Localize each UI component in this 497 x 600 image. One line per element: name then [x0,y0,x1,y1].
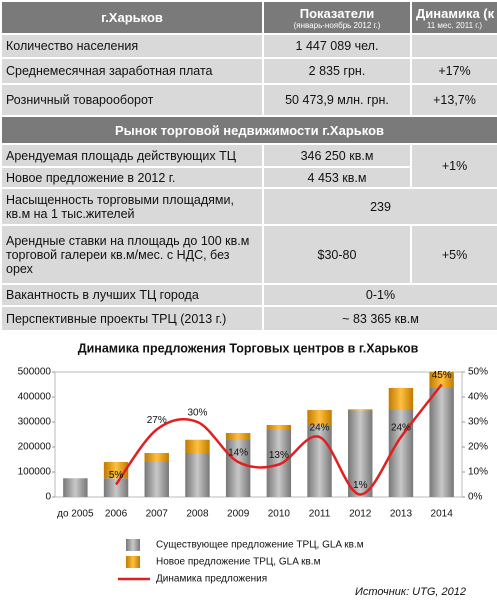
cell: 2 835 грн. [262,57,412,85]
bar [429,388,454,497]
cell: Розничный товарооборот [0,83,264,117]
cell: 4 453 кв.м [262,166,412,189]
plot-frame [54,371,463,498]
y2-tick-label: 20% [468,442,488,453]
bar [348,409,373,411]
chart-title: Динамика предложения Торговых центров в … [78,341,419,355]
x-tick-label: 2008 [186,509,209,520]
bar [225,433,251,440]
y2-tick-label: 0% [468,492,483,503]
bar [388,388,414,410]
bar [144,453,169,462]
x-tick-label: 2012 [349,509,372,520]
cell: ~ 83 365 кв.м [262,305,497,332]
value-label: 24% [391,423,411,434]
cell: Среднемесячная заработная плата [0,57,264,85]
cell: Насыщенность торговыми площадями, кв.м н… [0,187,264,226]
header-cell: Динамика (к 11 мес. 2011 г.) [410,0,497,35]
cell: Новое предложение в 2012 г. [0,166,264,189]
cell: +1% [410,143,497,189]
header-sub: 11 мес. 2011 г.) [426,20,483,30]
cell: 346 250 кв.м [262,143,412,168]
cell: Арендные ставки на площадь до 100 кв.м т… [0,224,264,285]
value-label: 30% [187,408,207,419]
x-tick-label: 2006 [105,509,128,520]
x-tick-label: 2010 [268,509,291,520]
x-tick-label: 2007 [146,509,169,520]
y2-tick-label: 50% [468,367,488,378]
header-text: Динамика (к [416,5,495,21]
info-table: г.Харьков Показатели (январь-ноябрь 2012 … [0,0,497,332]
section-header: Рынок торговой недвижимости г.Харьков [0,115,497,145]
value-label: 5% [109,470,124,481]
y-tick-label: 400000 [18,392,52,403]
cell: 1 447 089 чел. [262,33,412,59]
y-tick-label: 300000 [18,417,52,428]
legend-label: Существующее предложение ТРЦ, GLA кв.м [156,540,364,551]
bar [225,440,251,497]
bar [348,410,373,497]
legend-label: Динамика предложения [156,574,267,585]
legend-swatch [126,556,140,568]
value-label: 24% [310,423,330,434]
x-tick-label: до 2005 [57,509,94,520]
value-label: 13% [269,450,289,461]
value-label: 1% [353,480,368,491]
cell: Количество населения [0,33,264,59]
bar [266,425,292,430]
cell [410,33,497,59]
y2-tick-label: 30% [468,417,488,428]
bar [388,409,414,497]
bar [185,439,210,453]
legend-swatch [126,539,140,551]
cell: Вакантность в лучших ТЦ города [0,283,264,307]
header-cell: Показатели (январь-ноябрь 2012 г.) [262,0,412,35]
cell: $30-80 [262,224,412,285]
header-sub: (январь-ноябрь 2012 г.) [293,20,381,30]
bar [144,462,169,497]
y-tick-label: 200000 [18,442,52,453]
source: Источник: UTG, 2012 [355,586,466,598]
cell: +5% [410,224,497,285]
x-tick-label: 2011 [309,509,331,520]
value-label: 14% [228,448,248,459]
bar [63,478,88,497]
cell: +17% [410,57,497,85]
x-tick-label: 2013 [390,509,413,520]
cell: Перспективные проекты ТРЦ (2013 г.) [0,305,264,332]
cell: Арендуемая площадь действующих ТЦ [0,143,264,168]
bar [185,453,210,497]
cell: 50 473,9 млн. грн. [262,83,412,117]
cell: 0-1% [262,283,497,307]
value-label: 45% [432,370,452,381]
header-text: Показатели [299,5,375,21]
header-cell: г.Харьков [0,0,264,35]
bar [429,372,454,388]
chart: Динамика предложения Торговых центров в … [18,341,488,598]
y2-tick-label: 40% [468,392,488,403]
value-label: 27% [147,415,167,426]
x-tick-label: 2014 [431,509,454,520]
y-tick-label: 100000 [18,467,52,478]
cell: 239 [262,187,497,226]
y-tick-label: 500000 [18,367,52,378]
bar [103,478,129,497]
bar [307,410,332,425]
legend-label: Новое предложение ТРЦ, GLA кв.м [156,557,321,568]
line [115,383,443,496]
y-tick-label: 0 [45,492,51,503]
x-tick-label: 2009 [227,509,250,520]
cell: +13,7% [410,83,497,117]
y2-tick-label: 10% [468,467,488,478]
